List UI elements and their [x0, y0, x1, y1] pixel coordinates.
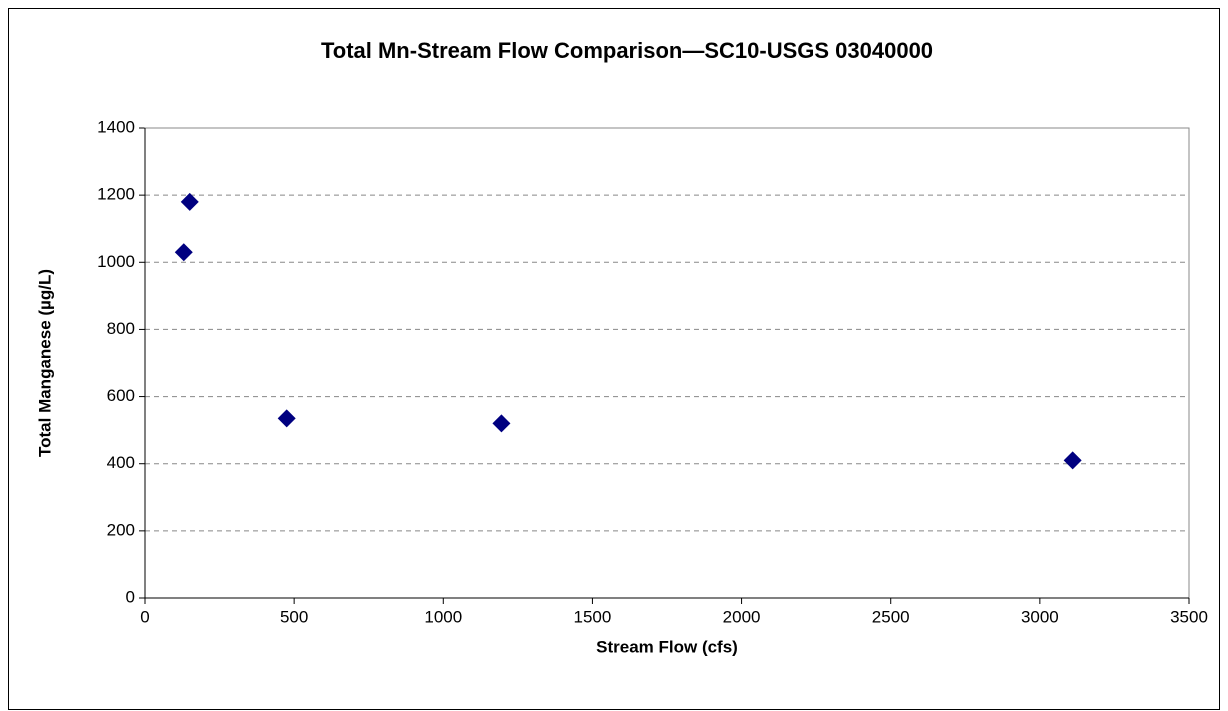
y-tick-label: 1200 — [97, 185, 135, 204]
x-tick-label: 500 — [280, 607, 308, 626]
data-point — [1063, 451, 1082, 470]
data-point — [492, 414, 511, 433]
y-axis-label: Total Manganese (µg/L) — [35, 269, 54, 457]
x-tick-label: 0 — [140, 607, 149, 626]
y-tick-label: 800 — [107, 319, 135, 338]
data-point — [174, 243, 193, 262]
data-point — [277, 409, 296, 428]
x-tick-label: 2500 — [872, 607, 910, 626]
chart-title: Total Mn-Stream Flow Comparison—SC10-USG… — [321, 38, 933, 63]
y-tick-label: 400 — [107, 453, 135, 472]
y-tick-label: 0 — [126, 587, 135, 606]
x-tick-label: 3000 — [1021, 607, 1059, 626]
y-tick-label: 1400 — [97, 117, 135, 136]
y-tick-label: 600 — [107, 386, 135, 405]
x-tick-label: 3500 — [1170, 607, 1208, 626]
x-tick-label: 1500 — [574, 607, 612, 626]
data-point — [180, 192, 199, 211]
x-tick-label: 1000 — [424, 607, 462, 626]
x-tick-label: 2000 — [723, 607, 761, 626]
x-axis-label: Stream Flow (cfs) — [596, 637, 738, 656]
chart-border — [8, 8, 1220, 710]
y-tick-label: 200 — [107, 520, 135, 539]
y-tick-label: 1000 — [97, 252, 135, 271]
